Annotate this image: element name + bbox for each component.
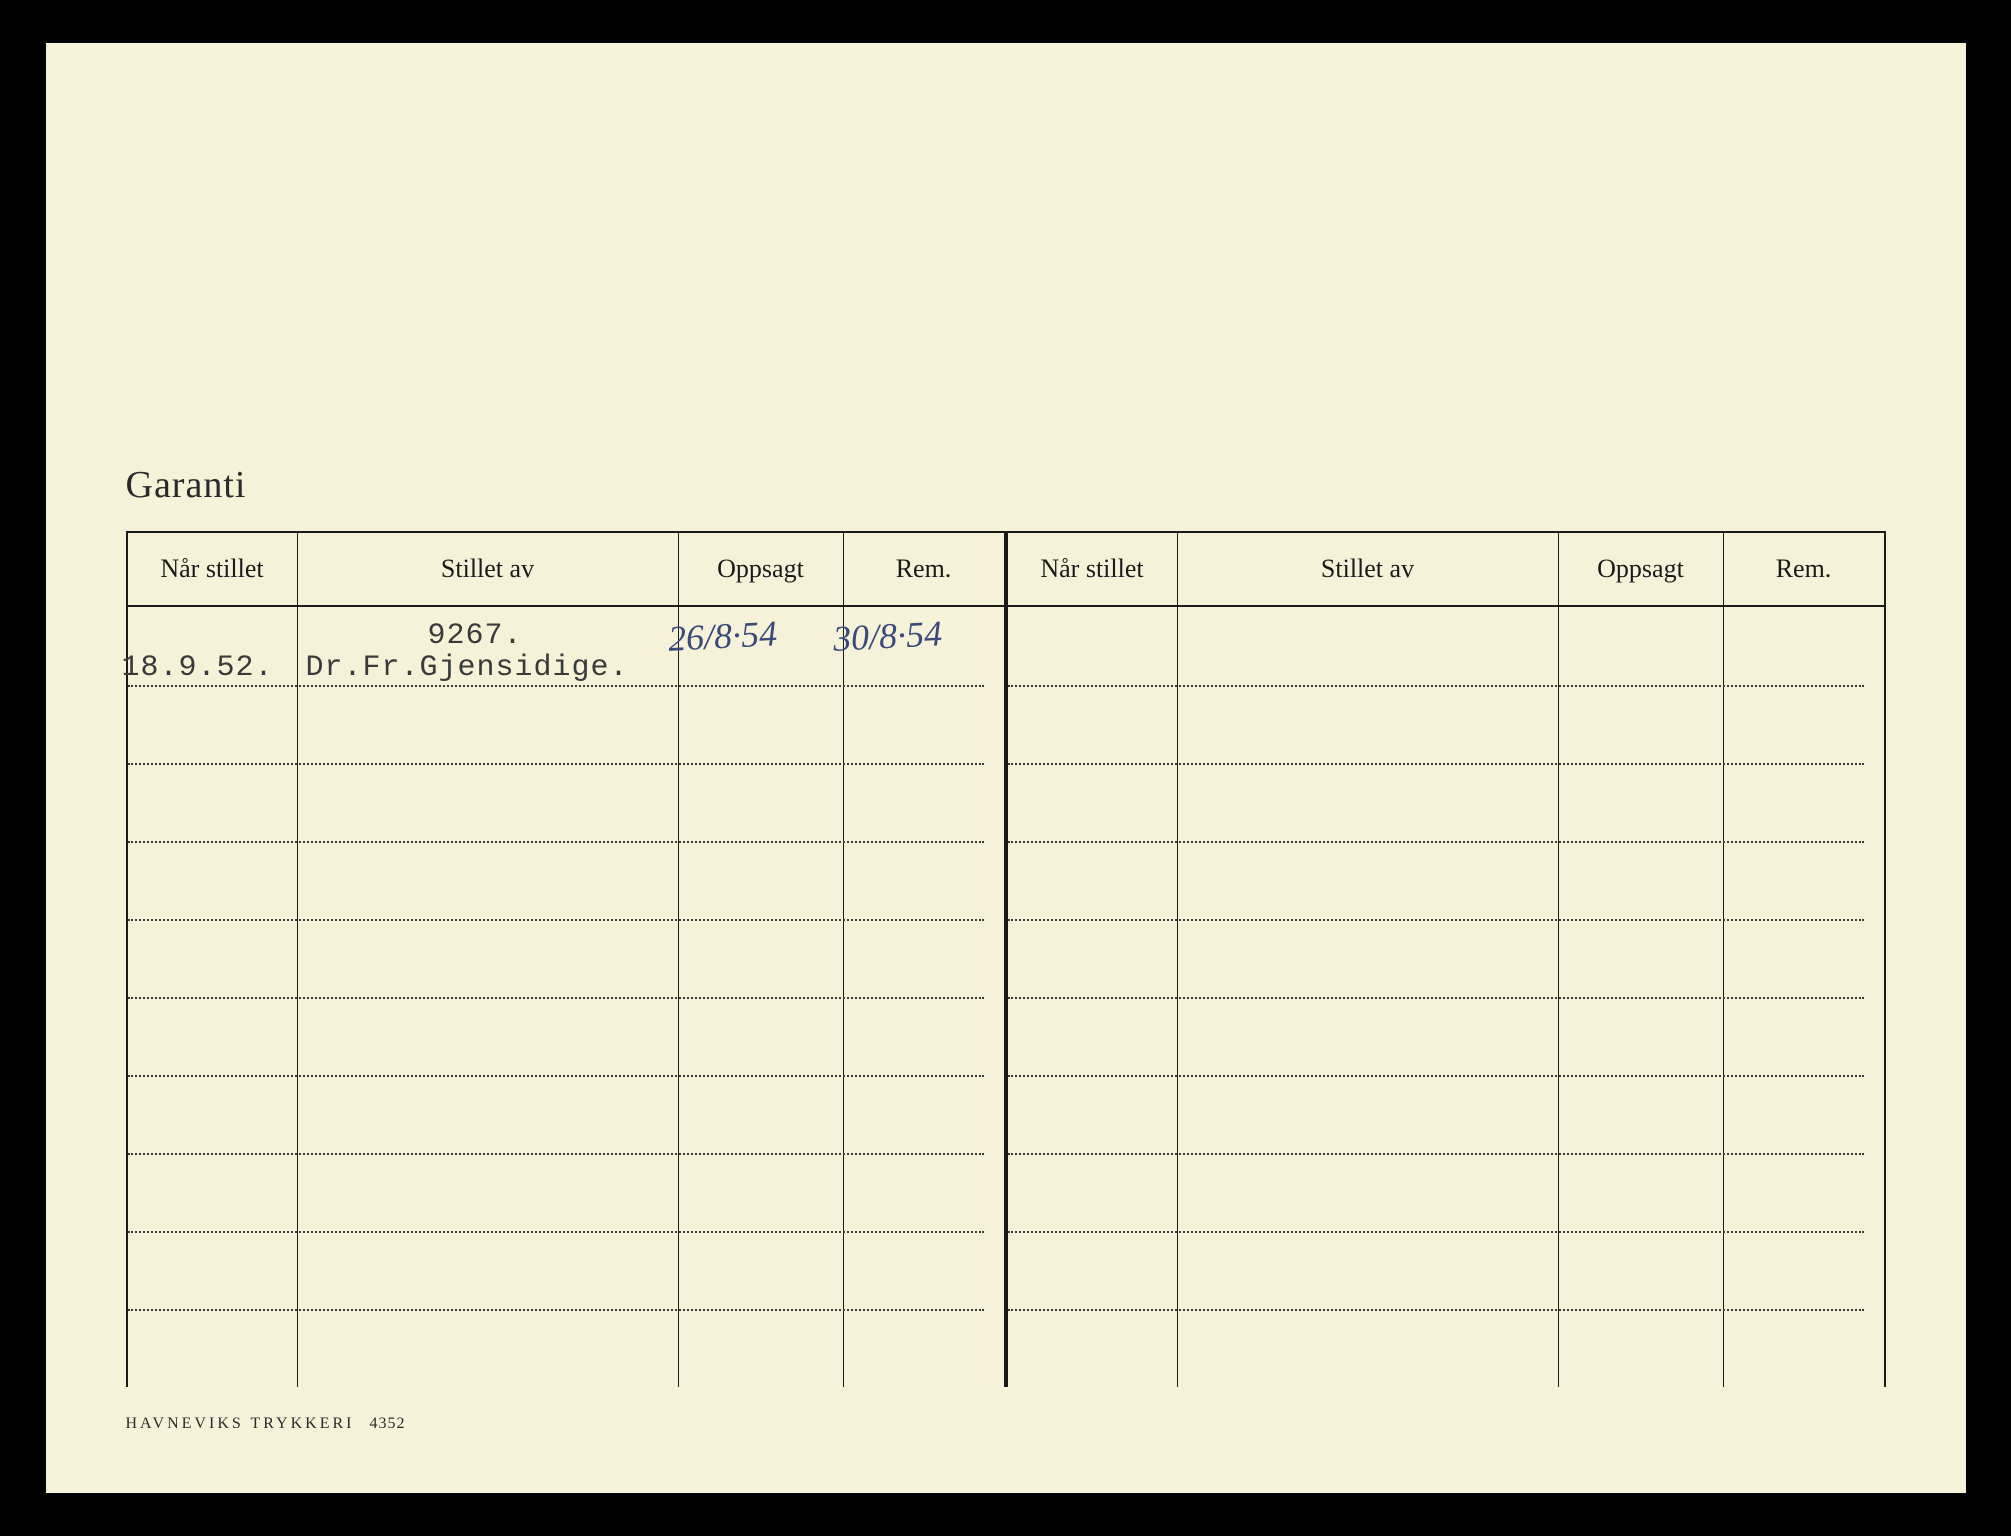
col-header-oppsagt: Oppsagt: [679, 533, 844, 605]
document-page: Garanti Når stillet Stillet av Oppsagt R…: [46, 43, 1966, 1493]
entry-rem: 30/8·54: [831, 612, 942, 660]
col-header-oppsagt: Oppsagt: [1559, 533, 1724, 605]
table-left-half: Når stillet Stillet av Oppsagt Rem.: [128, 533, 1006, 1387]
row-line: [128, 841, 984, 843]
printer-name: HAVNEVIKS TRYKKERI: [126, 1415, 355, 1432]
row-line: [128, 919, 984, 921]
row-line: [1008, 685, 1864, 687]
col-header-stillet-av: Stillet av: [1178, 533, 1559, 605]
col-header-nar-stillet: Når stillet: [128, 533, 298, 605]
col-header-nar-stillet: Når stillet: [1008, 533, 1178, 605]
row-line: [128, 685, 984, 687]
printer-number: 4352: [369, 1415, 405, 1432]
section-title: Garanti: [126, 463, 1886, 507]
row-line: [128, 1309, 984, 1311]
col-header-rem: Rem.: [844, 533, 1004, 605]
col-header-stillet-av: Stillet av: [298, 533, 679, 605]
col-header-rem: Rem.: [1724, 533, 1884, 605]
row-line: [128, 1231, 984, 1233]
header-row-right: Når stillet Stillet av Oppsagt Rem.: [1008, 533, 1884, 607]
row-line: [1008, 763, 1864, 765]
entry-number: 9267.: [428, 619, 523, 653]
table-right-half: Når stillet Stillet av Oppsagt Rem.: [1006, 533, 1884, 1387]
printer-footer: HAVNEVIKS TRYKKERI 4352: [126, 1415, 406, 1433]
row-line: [128, 1075, 984, 1077]
row-line: [1008, 1075, 1864, 1077]
garanti-table: Når stillet Stillet av Oppsagt Rem.: [126, 531, 1886, 1387]
body-rows-left: 18.9.52. 9267. Dr.Fr.Gjensidige. 26/8·54…: [128, 607, 1004, 1387]
entry-date: 18.9.52.: [122, 651, 274, 685]
entry-oppsagt: 26/8·54: [666, 612, 777, 660]
row-line: [1008, 1231, 1864, 1233]
row-line: [128, 997, 984, 999]
content-area: Garanti Når stillet Stillet av Oppsagt R…: [126, 463, 1886, 1387]
row-line: [128, 1153, 984, 1155]
body-rows-right: [1008, 607, 1884, 1387]
row-line: [1008, 1309, 1864, 1311]
row-line: [1008, 841, 1864, 843]
header-row-left: Når stillet Stillet av Oppsagt Rem.: [128, 533, 1004, 607]
row-line: [1008, 919, 1864, 921]
entry-name: Dr.Fr.Gjensidige.: [306, 651, 629, 685]
row-line: [128, 763, 984, 765]
row-line: [1008, 1153, 1864, 1155]
row-line: [1008, 997, 1864, 999]
